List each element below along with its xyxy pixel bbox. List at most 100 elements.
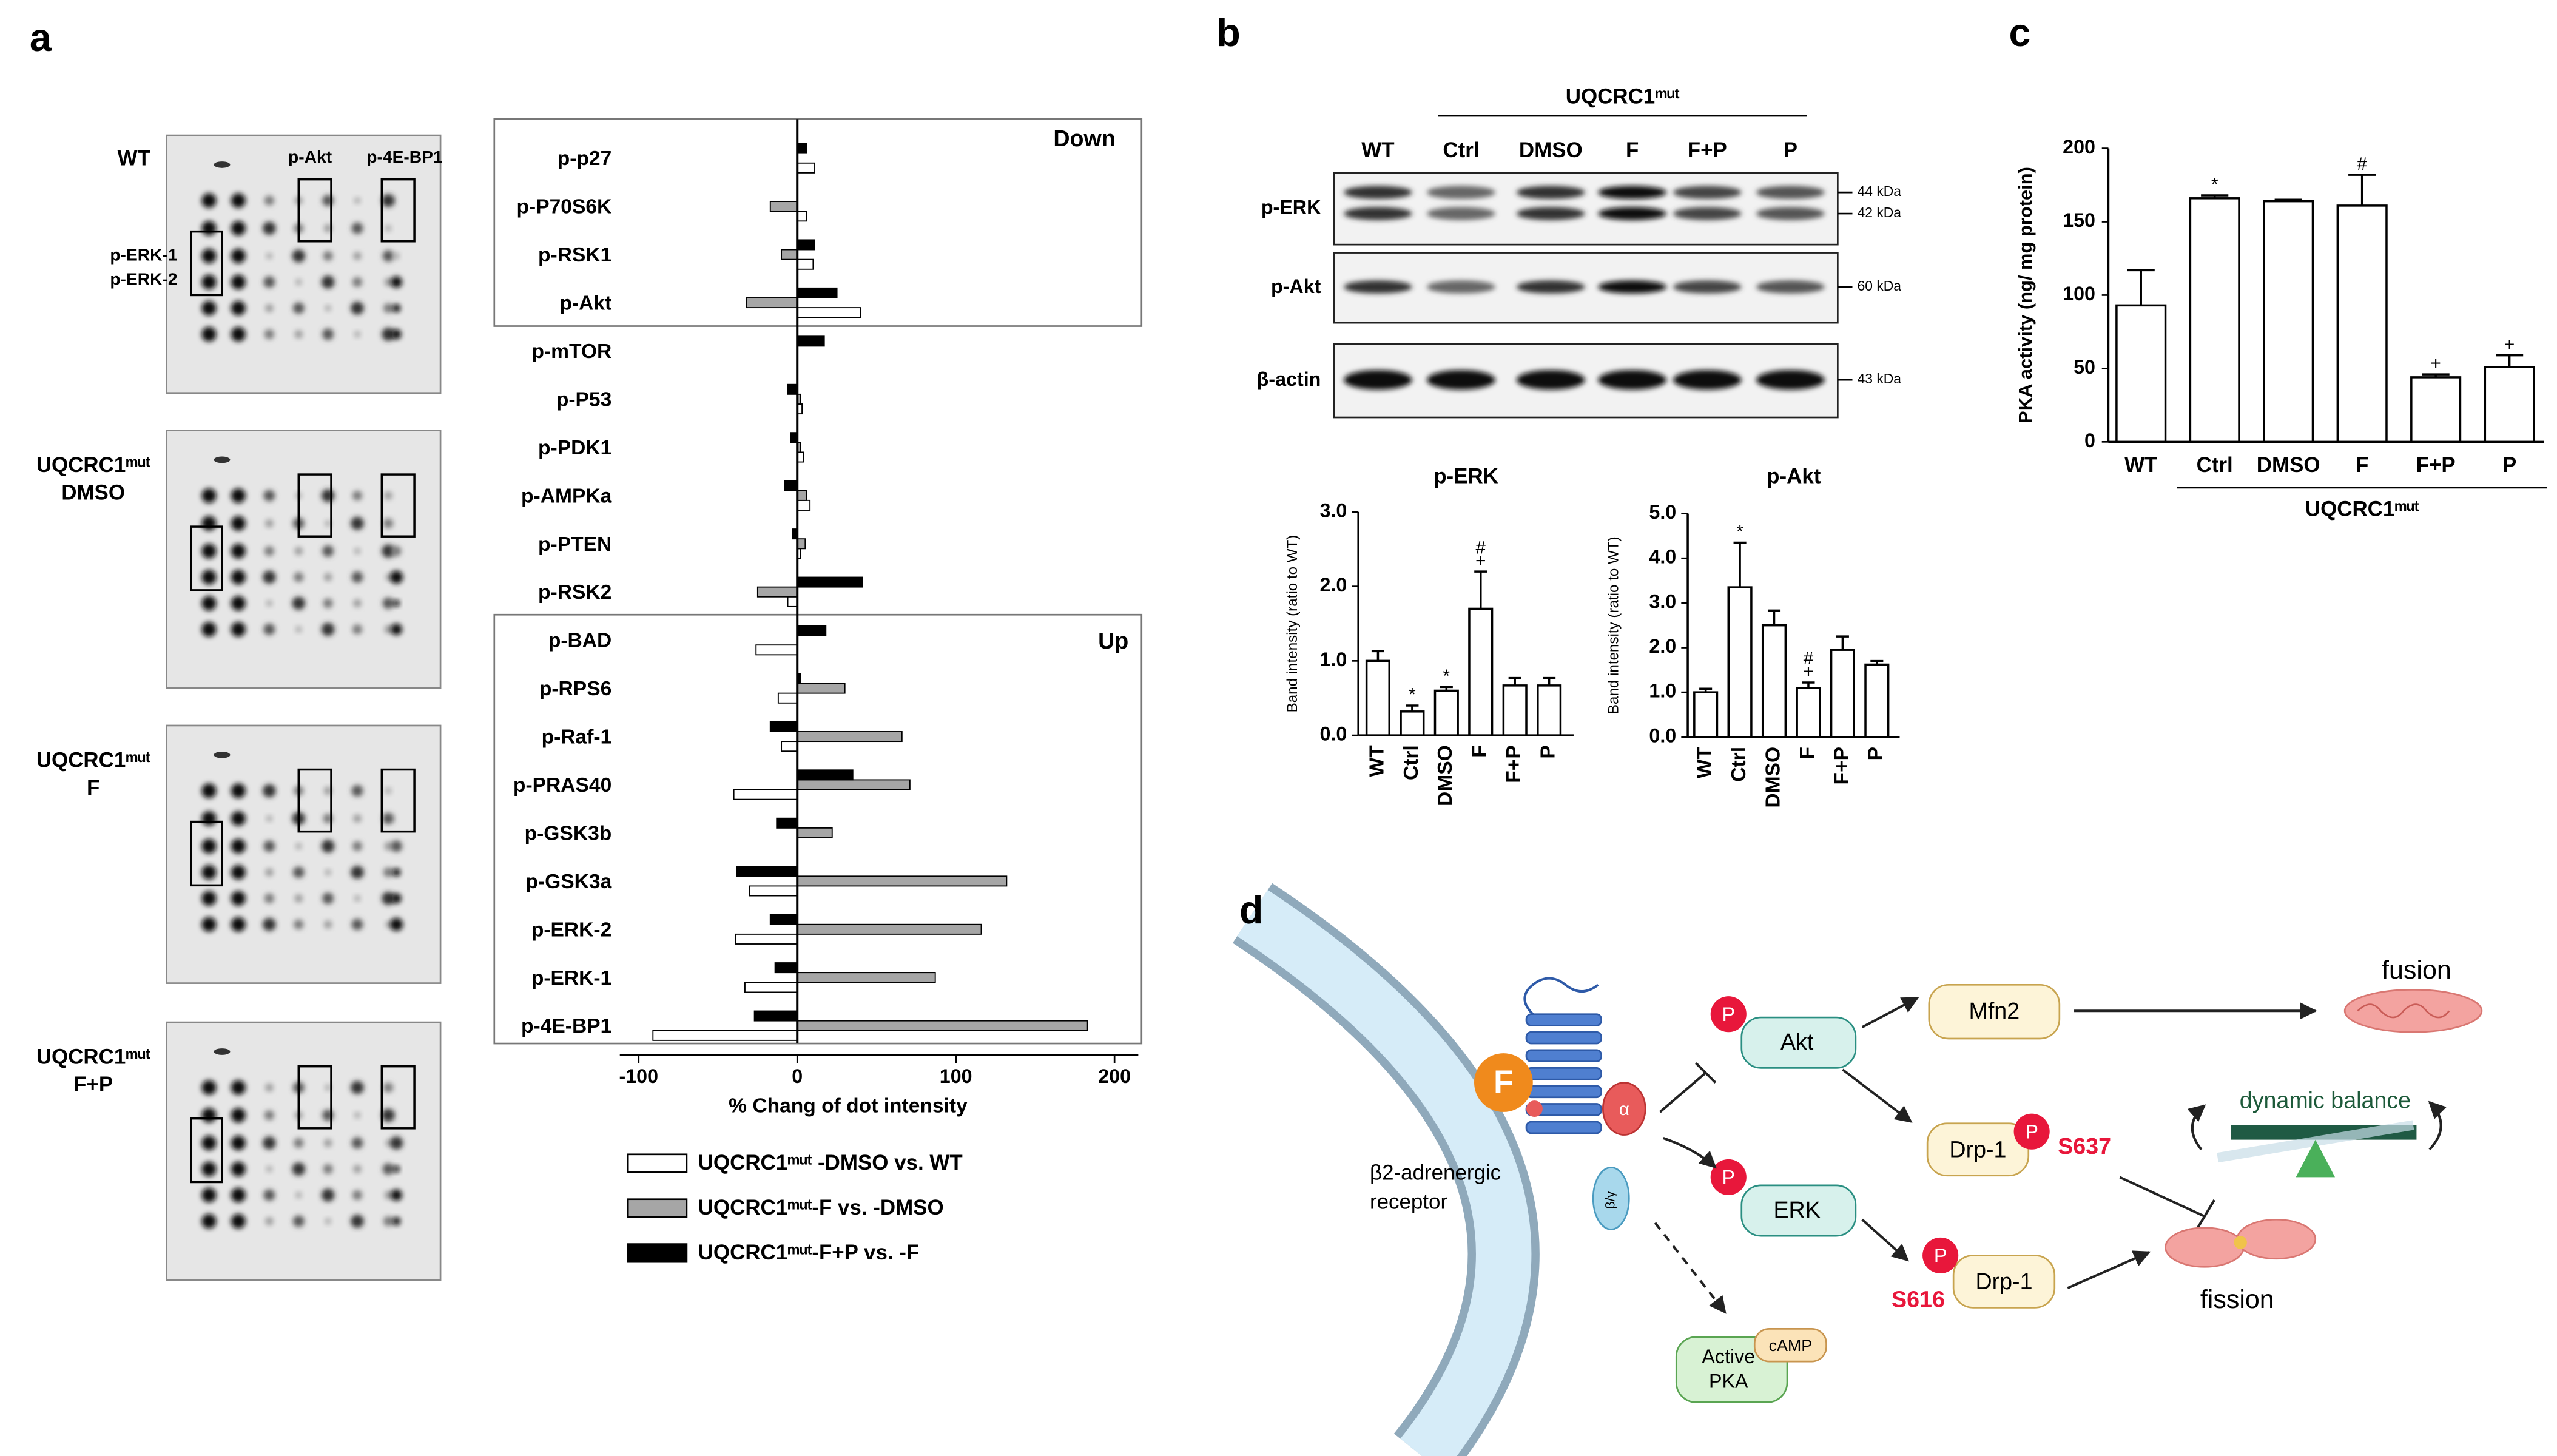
bar: [652, 1030, 798, 1041]
dot: [323, 786, 332, 795]
blot-image: [1333, 252, 1839, 324]
band: [1344, 186, 1412, 199]
x-tick-label: DMSO: [2257, 453, 2320, 477]
dot: [263, 1136, 276, 1150]
dot: [231, 221, 246, 236]
dot: [201, 1135, 217, 1151]
dot: [201, 248, 217, 264]
dot: [382, 328, 395, 341]
x-tick-label: -100: [619, 1065, 658, 1087]
bar: [1864, 663, 1890, 738]
arrows: [1654, 997, 2447, 1314]
bar: [753, 1010, 798, 1022]
bar: [787, 596, 798, 607]
x-tick-label: P: [1537, 745, 1560, 758]
drp1-node: [1926, 1122, 2030, 1177]
band: [1673, 280, 1742, 294]
error-bar: [1699, 687, 1713, 693]
dot: [263, 623, 275, 635]
dot: [352, 624, 363, 635]
dot: [231, 570, 246, 585]
dot: [351, 918, 363, 931]
bar: [1433, 689, 1459, 736]
dot: [295, 843, 302, 850]
phospho: [1922, 1237, 1959, 1273]
category-label: p-PRAS40: [513, 774, 611, 797]
dot: [201, 838, 217, 854]
bar: [769, 914, 798, 925]
lane-label: P: [1784, 138, 1797, 162]
dot: [351, 571, 363, 583]
dot: [391, 276, 402, 288]
category-label: p-ERK-2: [531, 918, 611, 941]
annotation: #: [1476, 538, 1486, 558]
dot: [201, 221, 217, 236]
dot: [382, 892, 395, 905]
dot: [383, 1216, 394, 1227]
dot: [201, 891, 217, 906]
dot: [354, 548, 361, 554]
bar: [749, 885, 798, 897]
category-label: p-BAD: [548, 630, 611, 652]
dot: [231, 516, 246, 531]
dot: [231, 544, 246, 559]
dot: [351, 866, 364, 879]
legend-swatch: [627, 1198, 688, 1218]
dot: [201, 622, 217, 637]
dot: [385, 574, 392, 581]
dot: [201, 1213, 217, 1229]
mitochondrion: [2165, 1218, 2317, 1268]
y-axis-label: Band intensity (ratio to WT): [1606, 536, 1622, 714]
bar: [774, 962, 798, 974]
dot: [325, 1084, 332, 1091]
annotation: Down: [1053, 126, 1115, 151]
bar: [797, 335, 825, 347]
g-beta-gamma: [1592, 1166, 1630, 1230]
dot: [352, 277, 363, 288]
dot: [383, 518, 394, 528]
band: [1598, 186, 1667, 199]
highlight-box: [190, 525, 223, 592]
dot: [352, 1190, 363, 1201]
dot: [382, 544, 395, 558]
highlight-box: [297, 473, 332, 538]
y-tick-label: 3.0: [1649, 590, 1676, 612]
highlight-box: [380, 1065, 416, 1130]
x-tick-label: P: [1865, 747, 1887, 760]
band: [1427, 280, 1495, 294]
bar: [797, 779, 911, 790]
dot: [201, 1161, 217, 1177]
x-tick-label: 100: [940, 1065, 972, 1087]
dot: [295, 626, 302, 633]
sample-label: WT: [118, 147, 150, 170]
kda-label: 43 kDa: [1858, 371, 1902, 386]
g-alpha-label: α: [1619, 1099, 1629, 1119]
panel-d: F α β/γ β2-adrenergic receptor Akt ERK M…: [1232, 883, 2483, 1456]
y-tick-label: 2.0: [1649, 635, 1676, 657]
x-axis-label: % Chang of dot intensity: [729, 1095, 968, 1117]
dot: [265, 868, 274, 877]
dot: [294, 572, 304, 582]
dot: [201, 274, 217, 290]
dot: [352, 841, 363, 851]
error-bar: [1406, 704, 1419, 712]
dot: [382, 194, 395, 207]
fusion-label: fusion: [2382, 956, 2451, 985]
legend-label: UQCRC1ᵐᵘᵗ -DMSO vs. WT: [698, 1151, 963, 1175]
dot: [266, 600, 273, 607]
bar: [784, 480, 798, 491]
dot: [391, 546, 402, 556]
dot: [321, 622, 335, 636]
dot: [353, 814, 362, 823]
dot: [266, 815, 273, 822]
band: [1756, 186, 1825, 199]
error-bar: [1767, 609, 1781, 625]
y-tick-label: 200: [2063, 136, 2095, 158]
bar: [777, 692, 798, 704]
bar: [1400, 710, 1425, 736]
x-tick-label: 0: [792, 1065, 803, 1087]
category-label: p-Akt: [559, 292, 611, 315]
region-box: [493, 118, 1143, 327]
dot: [389, 1136, 403, 1150]
